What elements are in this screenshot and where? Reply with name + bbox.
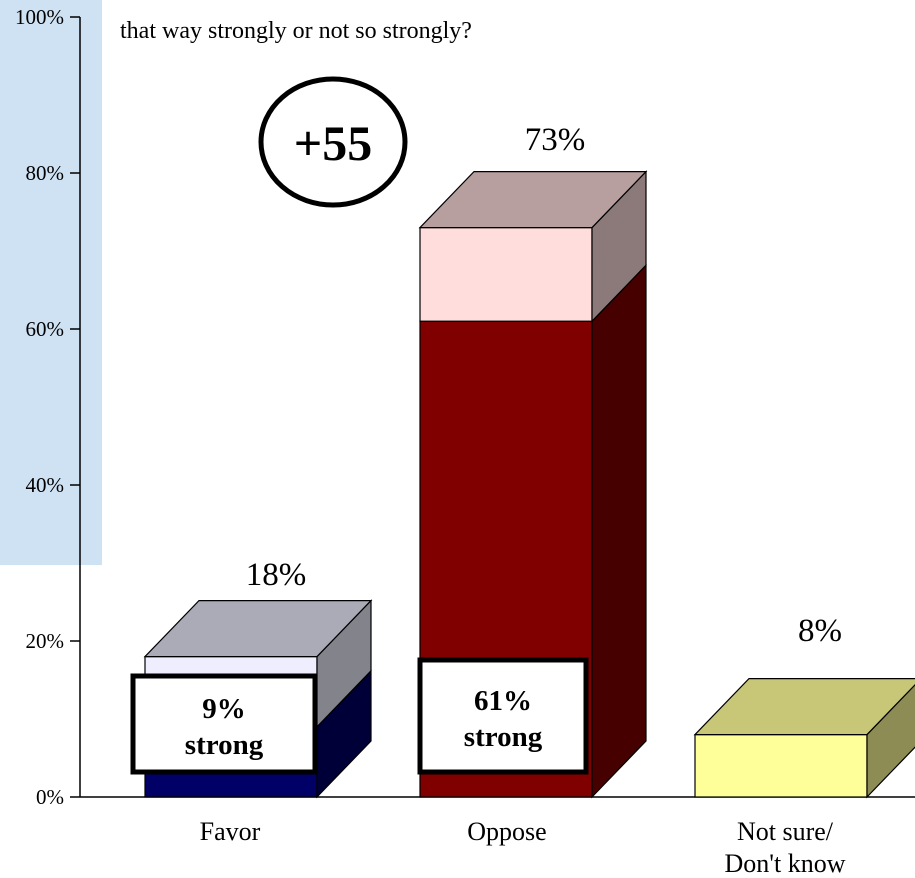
strong-box-frame — [130, 673, 318, 775]
strong-box-frame — [417, 657, 589, 775]
bar-2 — [693, 677, 915, 799]
bar-rest-front — [419, 227, 593, 322]
strong-word: strong — [464, 721, 543, 753]
strong-box: 9% strong — [130, 673, 318, 775]
labels: Favor Oppose Not sure/Don't know 18% 73% 8% 9%… — [130, 122, 846, 878]
y-tick-label: 40% — [26, 473, 65, 497]
category-label: Favor — [200, 817, 261, 846]
bar-total-front — [694, 733, 868, 798]
value-label: 18% — [246, 557, 307, 593]
category-label-line: Don't know — [725, 849, 846, 878]
category-label: Not sure/Don't know — [725, 817, 846, 878]
bar-total-side — [866, 683, 915, 799]
value-label: 8% — [798, 613, 842, 649]
y-tick-label: 80% — [26, 161, 65, 185]
question-text: that way strongly or not so strongly? — [120, 18, 472, 44]
value-label: 73% — [525, 122, 586, 158]
bar-strong-side — [591, 263, 647, 799]
strong-pct: 9% — [202, 693, 246, 725]
margin-label: +55 — [294, 115, 373, 171]
y-tick-label: 60% — [26, 317, 65, 341]
margin-ellipse — [258, 76, 408, 208]
left-blue-panel — [0, 0, 102, 565]
bar-rest-top — [143, 599, 373, 658]
y-tick-label: 20% — [26, 629, 65, 653]
strong-word: strong — [185, 729, 264, 761]
strong-pct: 61% — [474, 685, 532, 717]
y-tick-label: 0% — [36, 785, 64, 809]
strong-box: 61% strong — [417, 657, 589, 775]
bar-total-top — [693, 677, 915, 736]
margin-badge: +55 — [258, 76, 408, 208]
y-tick-label: 100% — [15, 5, 64, 29]
category-label: Oppose — [467, 817, 546, 846]
bar-rest-top — [418, 171, 648, 229]
category-label-line: Not sure/ — [737, 817, 834, 846]
